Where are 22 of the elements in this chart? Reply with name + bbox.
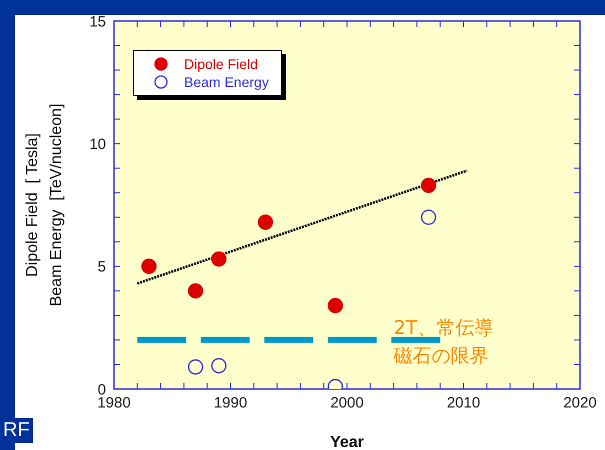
point — [188, 359, 204, 375]
point — [258, 214, 274, 230]
annotation: 2T、常伝導磁石の限界 — [392, 316, 494, 367]
point — [328, 298, 343, 314]
point — [420, 210, 436, 225]
text: RF — [0, 418, 33, 443]
point — [211, 358, 226, 374]
y-tick-label: 5 — [98, 258, 106, 276]
point — [141, 258, 157, 274]
x-tick-label: 2020 — [563, 394, 597, 412]
x-axis-title: Year — [330, 434, 364, 450]
x-tick-label: 2010 — [446, 394, 480, 412]
point — [211, 251, 226, 267]
y-axis-title: Dipole Field [ Tesla] Beam Energy [TeV/nucleon] — [24, 104, 65, 306]
legend-label: Dipole Field — [184, 56, 258, 72]
point — [420, 178, 436, 194]
legend-label: Beam Energy — [184, 74, 269, 90]
y-tick-label: 10 — [89, 136, 106, 153]
point — [188, 283, 204, 299]
x-tick-label: 1990 — [214, 394, 248, 412]
y-tick-label: 15 — [89, 13, 106, 30]
x-tick-label: 2000 — [330, 394, 364, 412]
